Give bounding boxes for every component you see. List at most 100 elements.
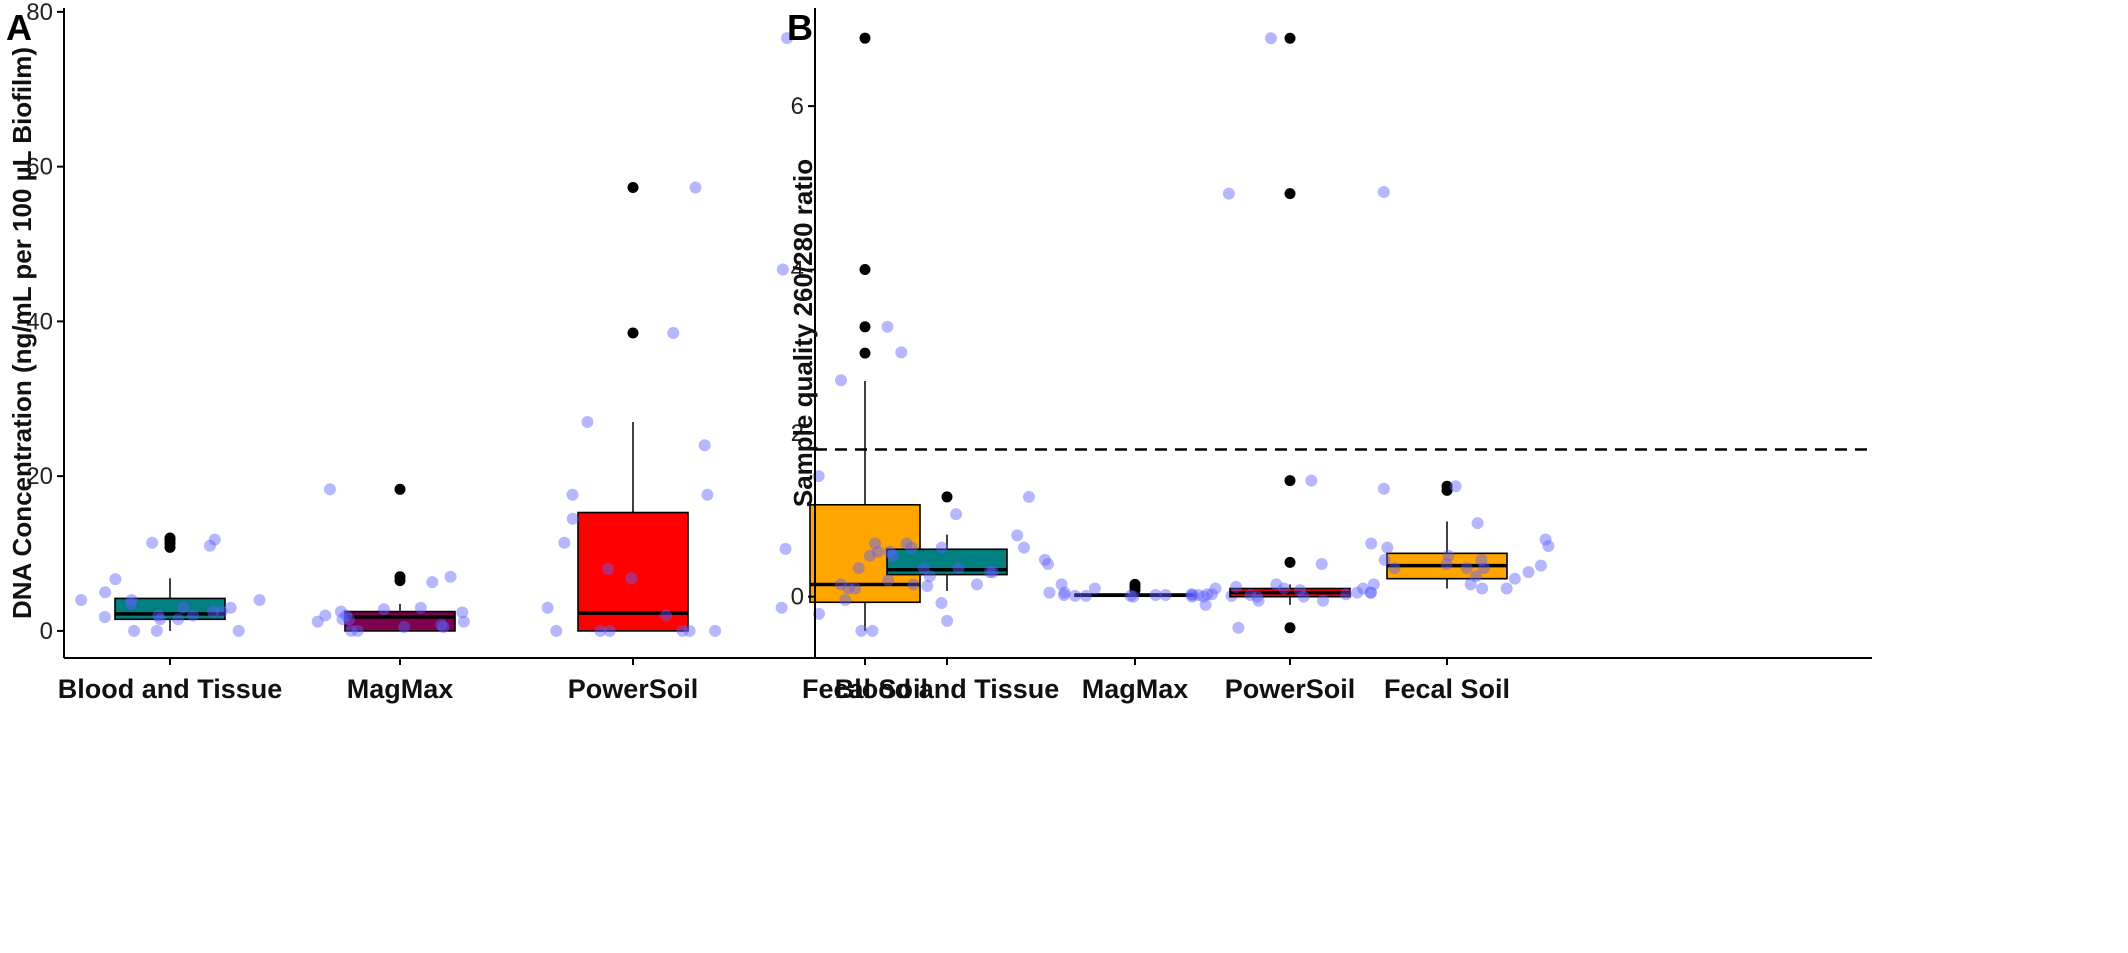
panel-a-panel-letter: A	[6, 7, 32, 48]
panel-b-jitter-point	[905, 541, 918, 554]
panel-b-jitter-point	[1378, 553, 1391, 566]
panel-a-outlier-point	[859, 264, 871, 276]
panel-a-jitter-point	[172, 613, 185, 626]
panel-b-jitter-point	[1088, 582, 1101, 595]
panel-a-jitter-point	[625, 572, 638, 585]
panel-b-jitter-point	[1471, 517, 1484, 530]
panel-a-jitter-point	[866, 624, 879, 637]
panel-b-jitter-point	[1038, 553, 1051, 566]
panel-b-outlier-point	[1284, 622, 1296, 634]
panel-b-jitter-point	[863, 549, 876, 562]
panel-b-jitter-point	[1209, 582, 1222, 595]
panel-b-jitter-point	[970, 578, 983, 591]
panel-b-jitter-point	[1124, 589, 1137, 602]
panel-b-jitter-point	[1381, 541, 1394, 554]
panel-a-jitter-point	[779, 542, 792, 555]
panel-b-jitter-point	[1197, 590, 1210, 603]
panel-a-jitter-point	[594, 624, 607, 637]
panel-a-jitter-point	[566, 512, 579, 525]
panel-b-category-label: PowerSoil	[1225, 674, 1356, 704]
panel-b-jitter-point	[1185, 588, 1198, 601]
panel-b-jitter-point	[1476, 582, 1489, 595]
panel-a-outlier-point	[394, 483, 406, 495]
panel-b-jitter-point	[917, 562, 930, 575]
panel-b-jitter-point	[1186, 589, 1199, 602]
panel-a-jitter-point	[689, 181, 702, 194]
panel-a-jitter-point	[128, 624, 141, 637]
panel-a-jitter-point	[154, 613, 167, 626]
panel-a-jitter-point	[950, 508, 963, 521]
panel-a-outlier-point	[627, 182, 639, 194]
panel-b-y-tick-label: 2	[791, 420, 804, 447]
panel-a-jitter-point	[834, 374, 847, 387]
panel-b-jitter-point	[1199, 598, 1212, 611]
panel-a-jitter-point	[907, 578, 920, 591]
panel-b-jitter-point	[1058, 589, 1071, 602]
panel-a-jitter-point	[342, 613, 355, 626]
panel-a-jitter-point	[253, 593, 266, 606]
panel-a-jitter-point	[150, 624, 163, 637]
panel-b-jitter-point	[882, 574, 895, 587]
panel-a-jitter-point	[603, 624, 616, 637]
panel-b-outlier-point	[1284, 556, 1296, 568]
panel-a-jitter-point	[698, 439, 711, 452]
panel-b-jitter-point	[1440, 557, 1453, 570]
panel-b-jitter-point	[986, 566, 999, 579]
panel-b-jitter-point	[1251, 590, 1264, 603]
panel-b-jitter-point	[883, 545, 896, 558]
panel-a-jitter-point	[186, 609, 199, 622]
panel-a-jitter-point	[701, 488, 714, 501]
panel-b-category-label: MagMax	[1082, 674, 1189, 704]
panel-a-jitter-point	[435, 618, 448, 631]
panel-b-jitter-point	[1185, 590, 1198, 603]
panel-b-jitter-point	[1377, 185, 1390, 198]
panel-a-jitter-point	[323, 483, 336, 496]
panel-b-jitter-point	[1500, 582, 1513, 595]
panel-b-jitter-point	[1043, 586, 1056, 599]
panel-a-outlier-point	[859, 321, 871, 333]
panel-b-jitter-point	[869, 537, 882, 550]
panel-a-jitter-point	[98, 610, 111, 623]
panel-a-jitter-point	[839, 593, 852, 606]
panel-b-jitter-point	[1058, 586, 1071, 599]
panel-b-jitter-point	[852, 562, 865, 575]
panel-a-jitter-point	[895, 346, 908, 359]
panel-b-jitter-point	[1365, 537, 1378, 550]
panel-b-jitter-point	[1252, 594, 1265, 607]
panel-a-jitter-point	[581, 415, 594, 428]
panel-b-jitter-point	[1315, 557, 1328, 570]
panel-b-jitter-point	[1222, 187, 1235, 200]
panel-a-jitter-point	[224, 601, 237, 614]
panel-b-jitter-point	[1159, 589, 1172, 602]
panel-b-jitter-point	[1542, 539, 1555, 552]
panel-b-chart: 0 2 4 6 Sample quality 260/280 ratio B Blood a…	[787, 7, 1872, 704]
panel-b-jitter-point	[1277, 582, 1290, 595]
panel-b-jitter-point	[1011, 529, 1024, 542]
panel-a-jitter-point	[75, 593, 88, 606]
panel-b-jitter-point	[1055, 578, 1068, 591]
panel-a-jitter-point	[457, 615, 470, 628]
panel-a-jitter-point	[125, 593, 138, 606]
panel-a-jitter-point	[351, 624, 364, 637]
panel-b-category-label: Fecal Soil	[1384, 674, 1510, 704]
panel-a-jitter-point	[426, 576, 439, 589]
panel-a-jitter-point	[398, 621, 411, 634]
panel-a-jitter-point	[207, 605, 220, 618]
panel-a-jitter-point	[437, 621, 450, 634]
panel-a-y-axis-title: DNA Concentration (ng/mL per 100 µL Biof…	[7, 47, 37, 619]
panel-a-jitter-point	[311, 615, 324, 628]
panel-a-jitter-point	[667, 327, 680, 339]
panel-a-jitter-point	[414, 601, 427, 614]
panel-a-jitter-point	[709, 624, 722, 637]
panel-a-jitter-point	[334, 605, 347, 618]
panel-b-jitter-point	[1149, 589, 1162, 602]
panel-b-jitter-point	[1230, 580, 1243, 593]
panel-b-jitter-point	[923, 570, 936, 583]
panel-a-jitter-point	[152, 609, 165, 622]
panel-b-jitter-point	[1475, 553, 1488, 566]
panel-a-jitter-point	[99, 586, 112, 599]
panel-a-jitter-point	[941, 614, 954, 627]
panel-a-y-tick-label: 40	[26, 308, 53, 335]
